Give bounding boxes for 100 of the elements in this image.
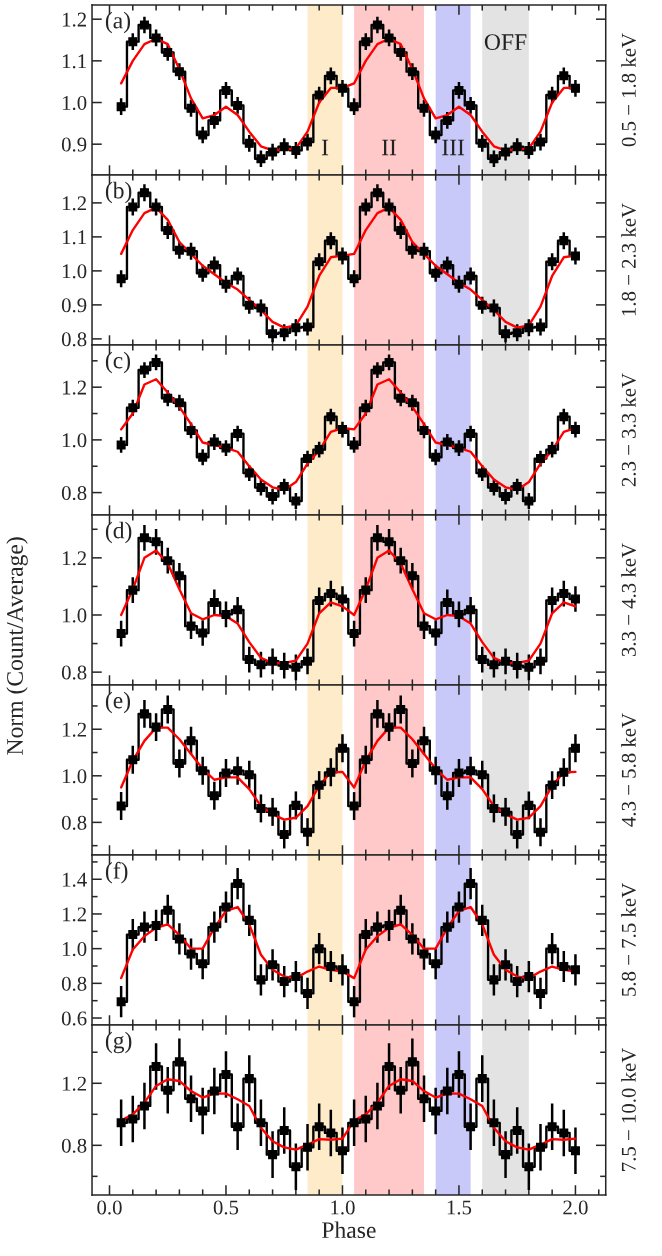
point (559, 589, 569, 599)
y-tick-label: 0.6 (61, 1011, 87, 1026)
point (244, 770, 254, 780)
point (431, 766, 441, 776)
point (174, 245, 184, 255)
point (209, 597, 219, 607)
point (314, 595, 324, 605)
point (233, 605, 243, 615)
point (547, 90, 557, 100)
point (151, 33, 161, 43)
point (291, 800, 301, 810)
point (361, 585, 371, 595)
point (139, 20, 149, 30)
point (372, 20, 382, 30)
point (535, 454, 546, 464)
point (163, 556, 173, 566)
point (396, 48, 406, 58)
point (163, 225, 173, 235)
point (303, 454, 313, 464)
point (466, 766, 476, 776)
point (268, 960, 278, 970)
point (233, 766, 243, 776)
point (419, 1094, 429, 1104)
point (116, 997, 126, 1007)
point (186, 736, 196, 746)
text: 2.3 − 3.3 keV (621, 373, 636, 487)
point (116, 274, 126, 284)
point (419, 949, 429, 959)
point (384, 202, 394, 212)
point (442, 791, 452, 801)
point (431, 452, 441, 462)
point (396, 704, 406, 714)
point (233, 429, 243, 439)
x-tick-label: 1.5 (447, 1200, 472, 1215)
point (326, 961, 336, 972)
point (477, 300, 487, 310)
point (221, 1069, 231, 1079)
band-label: III (442, 139, 465, 156)
point (477, 468, 487, 478)
band-label: II (382, 139, 397, 156)
chart-title: (g) (105, 1031, 132, 1054)
point (174, 934, 184, 944)
point (139, 1101, 149, 1111)
point (233, 879, 243, 889)
point (454, 902, 464, 912)
point (489, 303, 499, 313)
point (337, 251, 347, 261)
point (466, 1122, 476, 1132)
point (174, 67, 184, 77)
point (279, 482, 289, 492)
point (547, 1122, 557, 1132)
point (279, 661, 289, 671)
point (396, 225, 406, 235)
point (233, 271, 243, 281)
point (559, 767, 569, 777)
point (512, 1125, 522, 1135)
point (314, 257, 324, 267)
point (477, 138, 487, 148)
chart-title: (f) (105, 861, 128, 884)
point (209, 437, 219, 447)
point (570, 965, 580, 975)
point (501, 807, 511, 817)
point (489, 660, 499, 670)
point (535, 988, 546, 998)
point (116, 629, 126, 639)
point (314, 780, 324, 790)
x-axis-title: Phase (322, 1221, 376, 1239)
point (396, 905, 406, 915)
point (407, 571, 417, 581)
point (209, 1086, 219, 1096)
point (524, 145, 534, 155)
point (407, 398, 417, 408)
point (361, 37, 371, 47)
point (291, 323, 301, 333)
point (535, 656, 546, 666)
point (244, 655, 254, 665)
point (466, 879, 476, 889)
chart-title: (b) (105, 181, 132, 204)
y-tick-label: 0.8 (61, 485, 87, 501)
y-tick-label: 1.2 (62, 722, 87, 737)
point (116, 1118, 126, 1128)
y-axis-title: Norm (Count/Average) (6, 537, 28, 755)
point (198, 452, 208, 462)
point (489, 803, 499, 813)
point (128, 403, 138, 413)
point (186, 246, 196, 256)
text: 3.3 − 4.3 keV (621, 543, 636, 657)
point (372, 709, 382, 719)
y-tick-label: 1.0 (62, 942, 87, 957)
point (163, 393, 173, 403)
point (384, 537, 394, 547)
point (372, 365, 382, 375)
point (128, 37, 138, 47)
y-tick-label: 1.2 (62, 196, 87, 211)
point (151, 202, 161, 212)
point (442, 437, 452, 447)
text: 1.8 − 2.3 keV (621, 203, 636, 316)
point (209, 922, 219, 932)
point (337, 594, 347, 604)
point (501, 1150, 511, 1160)
